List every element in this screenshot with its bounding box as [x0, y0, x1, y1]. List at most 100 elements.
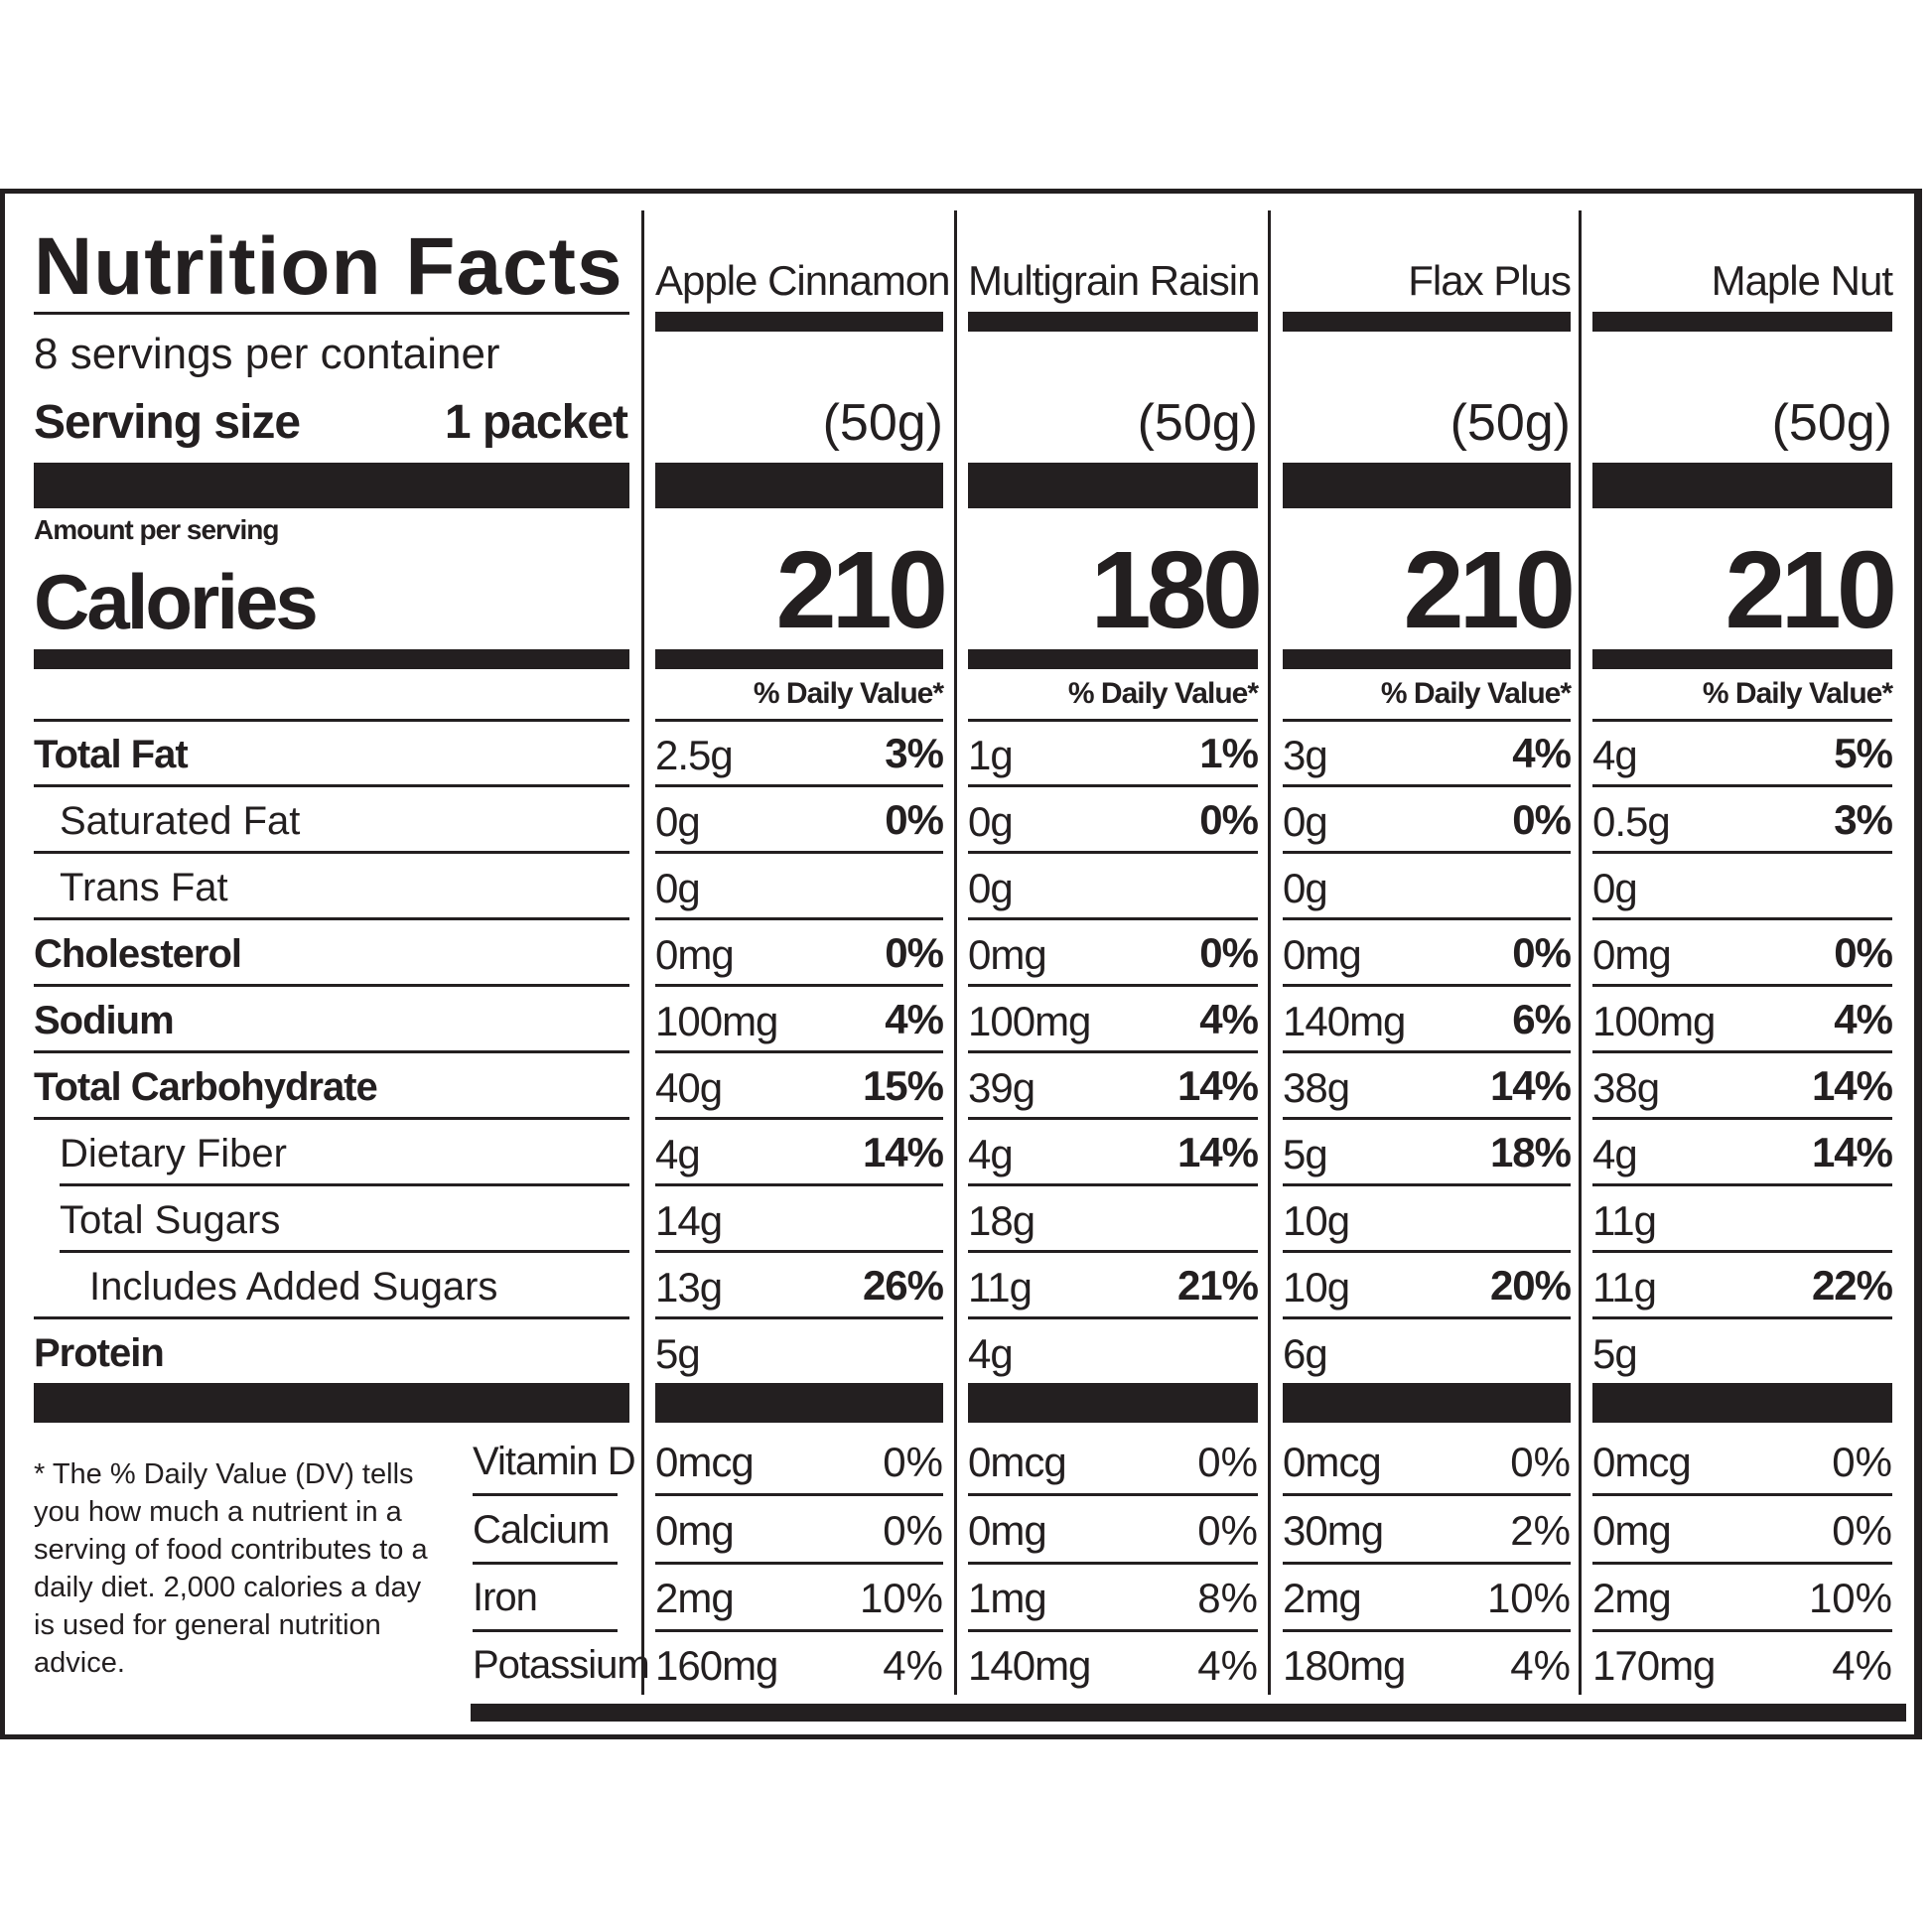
nutrient-amount: 10g [1283, 1264, 1350, 1311]
micronutrient-label: Calcium [473, 1508, 610, 1552]
nutrient-amount: 5g [1592, 1330, 1638, 1377]
row-divider [34, 917, 629, 920]
row-divider [1283, 1316, 1571, 1319]
micronutrient-daily-value: 0% [1197, 1439, 1258, 1485]
nutrient-daily-value: 22% [1811, 1262, 1893, 1309]
micronutrient-daily-value: 0% [1197, 1507, 1258, 1554]
micronutrient-daily-value: 4% [883, 1642, 943, 1689]
calories-value: 180 [1090, 529, 1263, 651]
nutrient-amount: 140mg [1283, 998, 1406, 1044]
row-divider [34, 1050, 629, 1053]
nutrient-daily-value: 14% [1811, 1062, 1893, 1109]
nutrient-amount: 100mg [655, 998, 778, 1044]
micronutrient-amount: 30mg [1283, 1507, 1384, 1554]
nutrition-facts-panel [0, 189, 1922, 1739]
medium-bar-calories [34, 649, 629, 669]
nutrient-amount: 0g [1283, 865, 1328, 911]
micronutrient-daily-value: 4% [1197, 1642, 1258, 1689]
thick-bar-serving [968, 463, 1258, 508]
daily-value-header: % Daily Value* [1702, 677, 1893, 710]
row-divider [34, 984, 629, 987]
nutrient-daily-value: 0% [1512, 796, 1572, 843]
nutrient-daily-value: 14% [1811, 1129, 1893, 1175]
nutrient-amount: 100mg [968, 998, 1091, 1044]
micronutrient-amount: 2mg [655, 1575, 735, 1621]
row-divider [968, 1250, 1258, 1253]
name-bar [1592, 312, 1892, 332]
nutrient-daily-value: 0% [1199, 929, 1259, 976]
nutrient-amount: 3g [1283, 732, 1328, 778]
nutrient-amount: 38g [1592, 1064, 1660, 1111]
nutrient-daily-value: 4% [885, 996, 944, 1042]
micro-row-divider [473, 1629, 618, 1632]
micro-row-divider [1592, 1629, 1892, 1632]
row-divider [1592, 1050, 1892, 1053]
medium-bar-calories [655, 649, 943, 669]
nutrient-label: Total Carbohydrate [34, 1065, 378, 1109]
micronutrient-amount: 0mg [968, 1507, 1047, 1554]
nutrient-daily-value: 14% [1176, 1062, 1259, 1109]
dv-divider [1283, 719, 1571, 722]
micro-row-divider [1592, 1493, 1892, 1496]
row-divider [60, 1183, 629, 1186]
row-divider [1283, 784, 1571, 787]
row-divider [968, 1183, 1258, 1186]
row-divider [655, 784, 943, 787]
medium-bar-calories [968, 649, 1258, 669]
row-divider [1283, 1117, 1571, 1120]
row-divider [968, 984, 1258, 987]
name-bar [1283, 312, 1571, 332]
row-divider [1283, 851, 1571, 854]
nutrient-daily-value: 4% [1199, 996, 1259, 1042]
footnote: * The % Daily Value (DV) tells you how m… [34, 1458, 428, 1679]
micronutrient-amount: 180mg [1283, 1642, 1406, 1689]
micronutrient-amount: 0mg [1592, 1507, 1672, 1554]
nutrient-amount: 6g [1283, 1330, 1328, 1377]
micronutrient-amount: 2mg [1283, 1575, 1362, 1621]
nutrient-label: Total Sugars [60, 1198, 281, 1242]
bottom-bar [471, 1704, 1906, 1722]
nutrient-amount: 0g [1592, 865, 1638, 911]
thick-bar-serving [1283, 463, 1571, 508]
row-divider [655, 984, 943, 987]
row-divider [34, 1117, 629, 1120]
nutrient-label: Includes Added Sugars [89, 1265, 498, 1309]
nutrient-amount: 4g [1592, 1131, 1638, 1177]
micronutrient-label: Vitamin D [473, 1440, 636, 1483]
micronutrient-amount: 0mcg [1283, 1439, 1382, 1485]
nutrient-amount: 4g [655, 1131, 701, 1177]
row-divider [1283, 917, 1571, 920]
nutrient-label: Dietary Fiber [60, 1132, 287, 1175]
row-divider [655, 1250, 943, 1253]
nutrient-amount: 1g [968, 732, 1014, 778]
micronutrient-daily-value: 0% [1832, 1439, 1892, 1485]
nutrient-amount: 0g [655, 798, 701, 845]
nutrient-amount: 5g [1283, 1131, 1328, 1177]
thick-bar-serving [655, 463, 943, 508]
nutrient-amount: 18g [968, 1197, 1035, 1244]
row-divider [34, 1316, 629, 1319]
nutrient-daily-value: 6% [1512, 996, 1572, 1042]
nutrient-daily-value: 0% [1199, 796, 1259, 843]
medium-bar-calories [1592, 649, 1892, 669]
nutrient-label: Total Fat [34, 733, 189, 776]
column-separator [1579, 210, 1582, 1695]
micronutrient-amount: 1mg [968, 1575, 1047, 1621]
name-bar [655, 312, 943, 332]
row-divider [655, 1050, 943, 1053]
nutrient-amount: 100mg [1592, 998, 1716, 1044]
nutrient-amount: 40g [655, 1064, 723, 1111]
nutrient-daily-value: 0% [885, 929, 944, 976]
thick-bar-protein [1283, 1383, 1571, 1423]
nutrient-daily-value: 26% [862, 1262, 944, 1309]
row-divider [968, 784, 1258, 787]
micro-row-divider [655, 1493, 943, 1496]
row-divider [34, 784, 629, 787]
row-divider [1592, 851, 1892, 854]
nutrient-amount: 0mg [1592, 931, 1672, 978]
row-divider [655, 1183, 943, 1186]
nutrient-label: Protein [34, 1331, 165, 1375]
nutrient-amount: 0mg [655, 931, 735, 978]
nutrient-daily-value: 21% [1176, 1262, 1259, 1309]
calories-value: 210 [775, 529, 948, 651]
